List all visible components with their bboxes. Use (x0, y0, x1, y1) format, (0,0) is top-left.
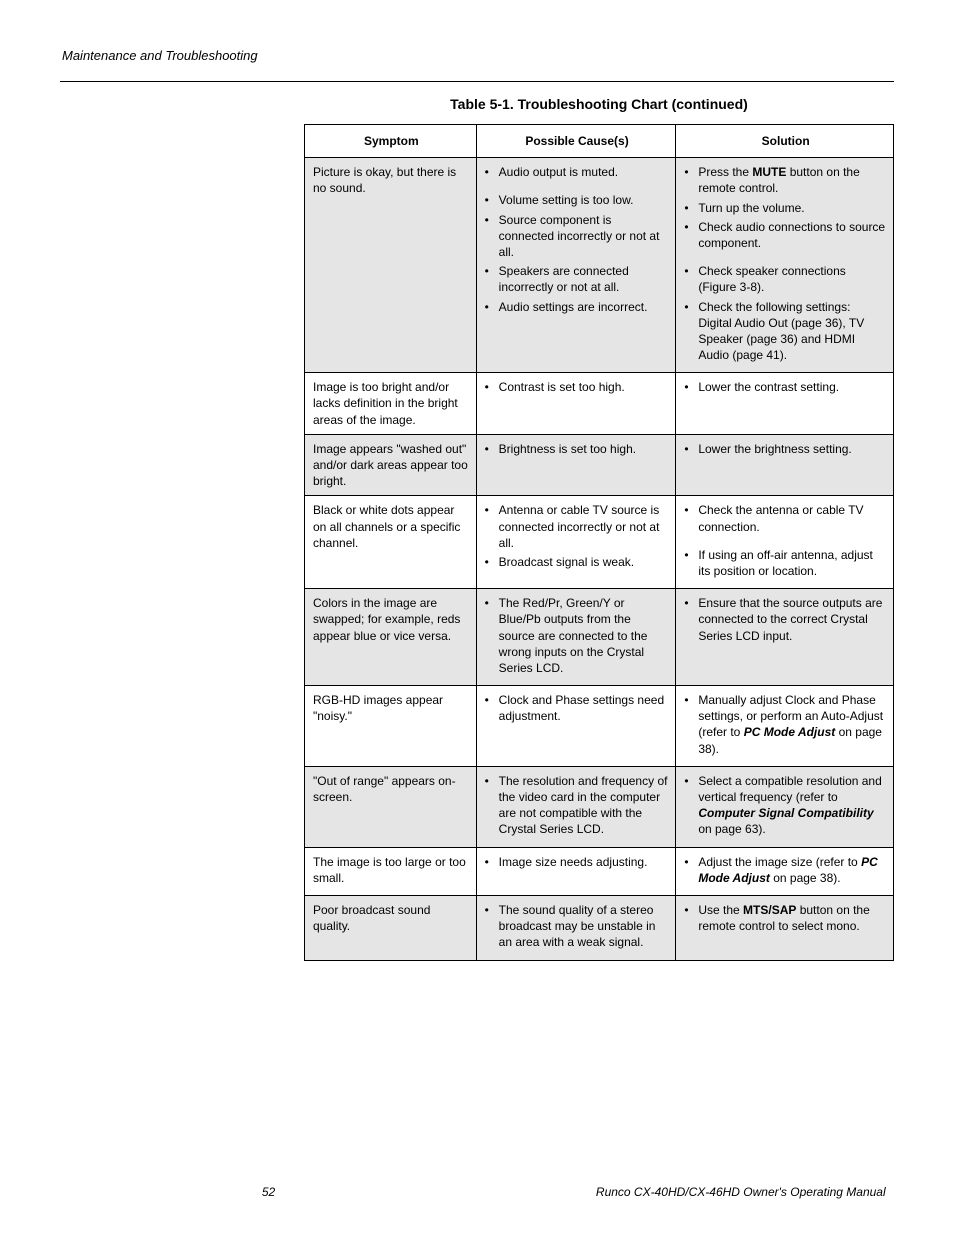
bullet-list: Image size needs adjusting. (485, 854, 670, 870)
list-item: Press the MUTE button on the remote cont… (684, 164, 887, 196)
cell-symptom: Image appears "washed out" and/or dark a… (305, 434, 477, 496)
bullet-list: Check the antenna or cable TV connection… (684, 502, 887, 579)
cell-cause: Audio output is muted. Volume setting is … (476, 158, 676, 373)
bullet-list: Contrast is set too high. (485, 379, 670, 395)
list-item: Use the MTS/SAP button on the remote con… (684, 902, 887, 934)
table-row: Colors in the image are swapped; for exa… (305, 589, 894, 686)
bullet-list: Audio output is muted. Volume setting is … (485, 164, 670, 315)
cell-symptom: "Out of range" appears on-screen. (305, 766, 477, 847)
cell-solution: Use the MTS/SAP button on the remote con… (676, 895, 894, 960)
table-container: Table 5-1. Troubleshooting Chart (contin… (304, 96, 894, 961)
cell-solution: Manually adjust Clock and Phase settings… (676, 686, 894, 767)
list-item: If using an off-air antenna, adjust its … (684, 547, 887, 579)
bullet-list: Antenna or cable TV source is connected … (485, 502, 670, 570)
cell-cause: Contrast is set too high. (476, 373, 676, 435)
bullet-list: Lower the brightness setting. (684, 441, 887, 457)
table-row: The image is too large or too small. Imag… (305, 847, 894, 895)
bullet-list: The resolution and frequency of the vide… (485, 773, 670, 838)
table-header-row: Symptom Possible Cause(s) Solution (305, 125, 894, 158)
list-item: The sound quality of a stereo broadcast … (485, 902, 670, 951)
cell-cause: The resolution and frequency of the vide… (476, 766, 676, 847)
table-row: Poor broadcast sound quality.The sound q… (305, 895, 894, 960)
bullet-list: The Red/Pr, Green/Y or Blue/Pb outputs f… (485, 595, 670, 676)
header-rule (60, 81, 894, 82)
list-item: Image size needs adjusting. (485, 854, 670, 870)
document-page: Maintenance and Troubleshooting Table 5-… (0, 0, 954, 1235)
cell-symptom: Black or white dots appear on all channe… (305, 496, 477, 589)
list-item: Select a compatible resolution and verti… (684, 773, 887, 838)
list-item: Volume setting is too low. (485, 192, 670, 208)
table-row: Image appears "washed out" and/or dark a… (305, 434, 894, 496)
cell-solution: Ensure that the source outputs are conne… (676, 589, 894, 686)
table-row: "Out of range" appears on-screen.The res… (305, 766, 894, 847)
list-item: Antenna or cable TV source is connected … (485, 502, 670, 551)
list-item: Adjust the image size (refer to PC Mode … (684, 854, 887, 886)
cell-symptom: Colors in the image are swapped; for exa… (305, 589, 477, 686)
col-cause: Possible Cause(s) (476, 125, 676, 158)
list-item: Check speaker connections (Figure 3-8). (684, 263, 887, 295)
list-item: Audio output is muted. (485, 164, 670, 180)
list-item: The Red/Pr, Green/Y or Blue/Pb outputs f… (485, 595, 670, 676)
cell-solution: Select a compatible resolution and verti… (676, 766, 894, 847)
list-item: Speakers are connected incorrectly or no… (485, 263, 670, 295)
list-item: The resolution and frequency of the vide… (485, 773, 670, 838)
col-symptom: Symptom (305, 125, 477, 158)
list-item: Source component is connected incorrectl… (485, 212, 670, 261)
col-solution: Solution (676, 125, 894, 158)
cell-solution: Check the antenna or cable TV connection… (676, 496, 894, 589)
cell-solution: Lower the brightness setting. (676, 434, 894, 496)
list-item: Clock and Phase settings need adjustment… (485, 692, 670, 724)
cell-cause: Image size needs adjusting. (476, 847, 676, 895)
cell-cause: Antenna or cable TV source is connected … (476, 496, 676, 589)
list-item: Broadcast signal is weak. (485, 554, 670, 570)
list-item: Check audio connections to source compon… (684, 219, 887, 251)
cell-symptom: Image is too bright and/or lacks definit… (305, 373, 477, 435)
page-footer: 52Runco CX-40HD/CX-46HD Owner's Operatin… (60, 1185, 894, 1199)
table-row: Image is too bright and/or lacks definit… (305, 373, 894, 435)
list-item: Ensure that the source outputs are conne… (684, 595, 887, 644)
bullet-list: The sound quality of a stereo broadcast … (485, 902, 670, 951)
page-number: 52 (60, 1185, 477, 1199)
table-title: Table 5-1. Troubleshooting Chart (contin… (304, 96, 894, 112)
list-item: Lower the brightness setting. (684, 441, 887, 457)
cell-cause: Clock and Phase settings need adjustment… (476, 686, 676, 767)
list-item: Check the following settings: Digital Au… (684, 299, 887, 364)
cell-solution: Press the MUTE button on the remote cont… (676, 158, 894, 373)
bullet-list: Clock and Phase settings need adjustment… (485, 692, 670, 724)
cell-cause: Brightness is set too high. (476, 434, 676, 496)
bullet-list: Select a compatible resolution and verti… (684, 773, 887, 838)
cell-solution: Lower the contrast setting. (676, 373, 894, 435)
bullet-list: Press the MUTE button on the remote cont… (684, 164, 887, 363)
cell-symptom: Poor broadcast sound quality. (305, 895, 477, 960)
bullet-list: Lower the contrast setting. (684, 379, 887, 395)
bullet-list: Manually adjust Clock and Phase settings… (684, 692, 887, 757)
list-item: Contrast is set too high. (485, 379, 670, 395)
list-item: Lower the contrast setting. (684, 379, 887, 395)
bullet-list: Brightness is set too high. (485, 441, 670, 457)
cell-symptom: Picture is okay, but there is no sound. (305, 158, 477, 373)
troubleshooting-table: Symptom Possible Cause(s) Solution Pictu… (304, 124, 894, 961)
bullet-list: Ensure that the source outputs are conne… (684, 595, 887, 644)
table-row: RGB-HD images appear "noisy."Clock and P… (305, 686, 894, 767)
cell-symptom: The image is too large or too small. (305, 847, 477, 895)
table-row: Black or white dots appear on all channe… (305, 496, 894, 589)
list-item: Turn up the volume. (684, 200, 887, 216)
footer-text: Runco CX-40HD/CX-46HD Owner's Operating … (477, 1185, 886, 1199)
cell-cause: The sound quality of a stereo broadcast … (476, 895, 676, 960)
cell-cause: The Red/Pr, Green/Y or Blue/Pb outputs f… (476, 589, 676, 686)
table-row: Picture is okay, but there is no sound.A… (305, 158, 894, 373)
list-item: Manually adjust Clock and Phase settings… (684, 692, 887, 757)
list-item: Audio settings are incorrect. (485, 299, 670, 315)
list-item: Brightness is set too high. (485, 441, 670, 457)
list-item: Check the antenna or cable TV connection… (684, 502, 887, 534)
bullet-list: Use the MTS/SAP button on the remote con… (684, 902, 887, 934)
cell-solution: Adjust the image size (refer to PC Mode … (676, 847, 894, 895)
cell-symptom: RGB-HD images appear "noisy." (305, 686, 477, 767)
bullet-list: Adjust the image size (refer to PC Mode … (684, 854, 887, 886)
section-header: Maintenance and Troubleshooting (62, 48, 894, 63)
